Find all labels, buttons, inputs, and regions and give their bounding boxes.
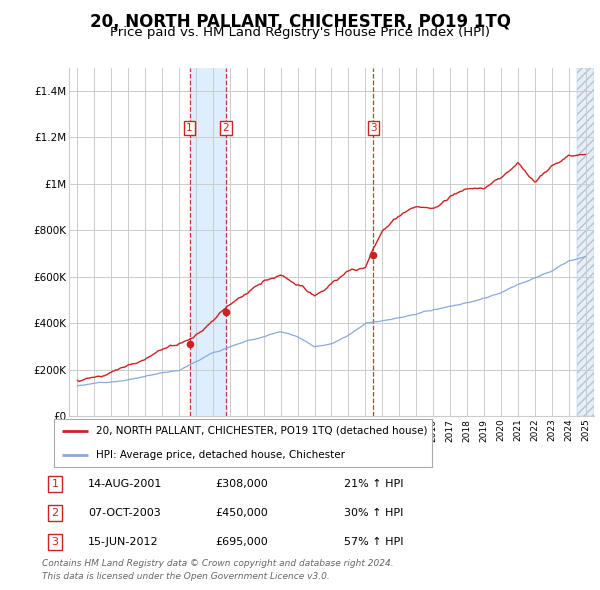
Text: 3: 3 [52,537,58,547]
Text: 2: 2 [52,508,59,518]
Text: 1: 1 [186,123,193,133]
Text: 20, NORTH PALLANT, CHICHESTER, PO19 1TQ: 20, NORTH PALLANT, CHICHESTER, PO19 1TQ [89,13,511,31]
Text: 21% ↑ HPI: 21% ↑ HPI [344,479,404,489]
Text: 15-JUN-2012: 15-JUN-2012 [88,537,158,547]
Text: 2: 2 [223,123,229,133]
Text: 20, NORTH PALLANT, CHICHESTER, PO19 1TQ (detached house): 20, NORTH PALLANT, CHICHESTER, PO19 1TQ … [95,426,427,436]
Text: 07-OCT-2003: 07-OCT-2003 [88,508,161,518]
Text: 30% ↑ HPI: 30% ↑ HPI [344,508,404,518]
Text: 3: 3 [370,123,376,133]
Text: Price paid vs. HM Land Registry's House Price Index (HPI): Price paid vs. HM Land Registry's House … [110,26,490,39]
Bar [577,68,594,416]
Text: Contains HM Land Registry data © Crown copyright and database right 2024.
This d: Contains HM Land Registry data © Crown c… [42,559,394,581]
Text: 1: 1 [52,479,58,489]
Text: £308,000: £308,000 [215,479,268,489]
Text: £695,000: £695,000 [215,537,268,547]
Text: HPI: Average price, detached house, Chichester: HPI: Average price, detached house, Chic… [95,450,344,460]
Text: 14-AUG-2001: 14-AUG-2001 [88,479,162,489]
Text: 57% ↑ HPI: 57% ↑ HPI [344,537,404,547]
Bar [190,68,226,416]
Text: £450,000: £450,000 [215,508,268,518]
